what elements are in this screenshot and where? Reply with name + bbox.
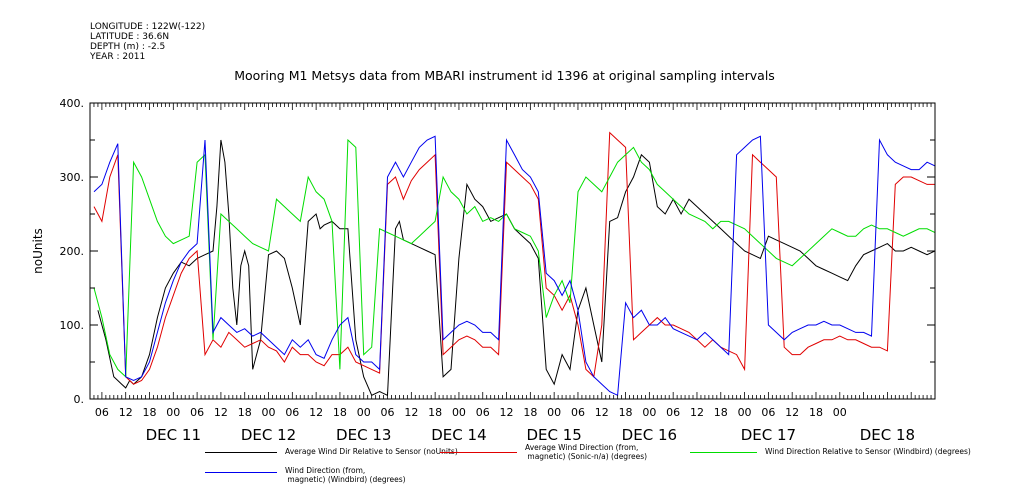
longitude-text: LONGITUDE : 122W(-122): [90, 22, 206, 32]
x-hour-tick-label: 00: [452, 406, 466, 419]
x-hour-tick-label: 00: [547, 406, 561, 419]
x-hour-tick-label: 12: [404, 406, 418, 419]
x-hour-tick-label: 18: [428, 406, 442, 419]
x-day-label: DEC 14: [431, 426, 486, 444]
x-hour-tick-label: 06: [571, 406, 585, 419]
x-hour-tick-label: 00: [642, 406, 656, 419]
y-tick-label: 0.: [74, 393, 85, 406]
y-tick-label: 200.: [60, 245, 85, 258]
x-day-label: DEC 11: [146, 426, 201, 444]
legend-swatch-3: [690, 452, 757, 453]
latitude-text: LATITUDE : 36.6N: [90, 32, 170, 42]
y-tick-label: 400.: [60, 97, 85, 110]
x-hour-tick-label: 18: [809, 406, 823, 419]
series-line-3: [93, 138, 935, 378]
x-hour-tick-label: 06: [95, 406, 109, 419]
x-hour-tick-label: 00: [262, 406, 276, 419]
x-hour-tick-label: 00: [166, 406, 180, 419]
x-hour-tick-label: 00: [738, 406, 752, 419]
x-hour-tick-label: 12: [309, 406, 323, 419]
x-hour-tick-label: 06: [761, 406, 775, 419]
x-hour-tick-label: 00: [357, 406, 371, 419]
x-day-label: DEC 16: [622, 426, 677, 444]
x-hour-tick-label: 06: [381, 406, 395, 419]
x-hour-tick-label: 18: [143, 406, 157, 419]
legend-label-1: Average Wind Dir Relative to Sensor (noU…: [285, 447, 458, 456]
series-line-1: [97, 139, 935, 397]
x-hour-tick-label: 18: [238, 406, 252, 419]
x-hour-tick-label: 00: [833, 406, 847, 419]
x-hour-tick-label: 12: [119, 406, 133, 419]
x-day-label: DEC 17: [741, 426, 796, 444]
y-tick-label: 300.: [60, 171, 85, 184]
x-day-label: DEC 15: [526, 426, 581, 444]
year-text: YEAR : 2011: [90, 52, 146, 62]
series-line-2: [93, 131, 935, 385]
x-hour-tick-label: 06: [190, 406, 204, 419]
series-line-4: [93, 135, 935, 397]
y-axis-label: noUnits: [31, 228, 45, 274]
x-hour-tick-label: 12: [690, 406, 704, 419]
x-hour-tick-label: 18: [523, 406, 537, 419]
legend-label-4: Wind Direction (from, magnetic) (Windbir…: [285, 466, 406, 484]
x-day-label: DEC 13: [336, 426, 391, 444]
x-hour-tick-label: 12: [595, 406, 609, 419]
x-day-label: DEC 12: [241, 426, 296, 444]
metadata-block: LONGITUDE : 122W(-122) LATITUDE : 36.6N …: [90, 22, 205, 62]
depth-text: DEPTH (m) : -2.5: [90, 42, 166, 52]
x-hour-tick-label: 06: [476, 406, 490, 419]
x-hour-tick-label: 06: [285, 406, 299, 419]
legend-swatch-4: [205, 472, 277, 473]
legend-swatch-1: [205, 452, 277, 453]
x-hour-tick-label: 12: [214, 406, 228, 419]
legend-label-2: Average Wind Direction (from, magnetic) …: [525, 443, 648, 461]
x-hour-tick-label: 18: [714, 406, 728, 419]
legend-swatch-2: [440, 452, 517, 453]
chart-title: Mooring M1 Metsys data from MBARI instru…: [234, 68, 775, 83]
legend-label-3: Wind Direction Relative to Sensor (Windb…: [765, 447, 971, 456]
x-hour-tick-label: 18: [619, 406, 633, 419]
x-hour-tick-label: 12: [500, 406, 514, 419]
y-tick-label: 100.: [60, 319, 85, 332]
x-hour-tick-label: 18: [333, 406, 347, 419]
x-hour-tick-label: 12: [785, 406, 799, 419]
x-day-label: DEC 18: [860, 426, 915, 444]
x-hour-tick-label: 06: [666, 406, 680, 419]
